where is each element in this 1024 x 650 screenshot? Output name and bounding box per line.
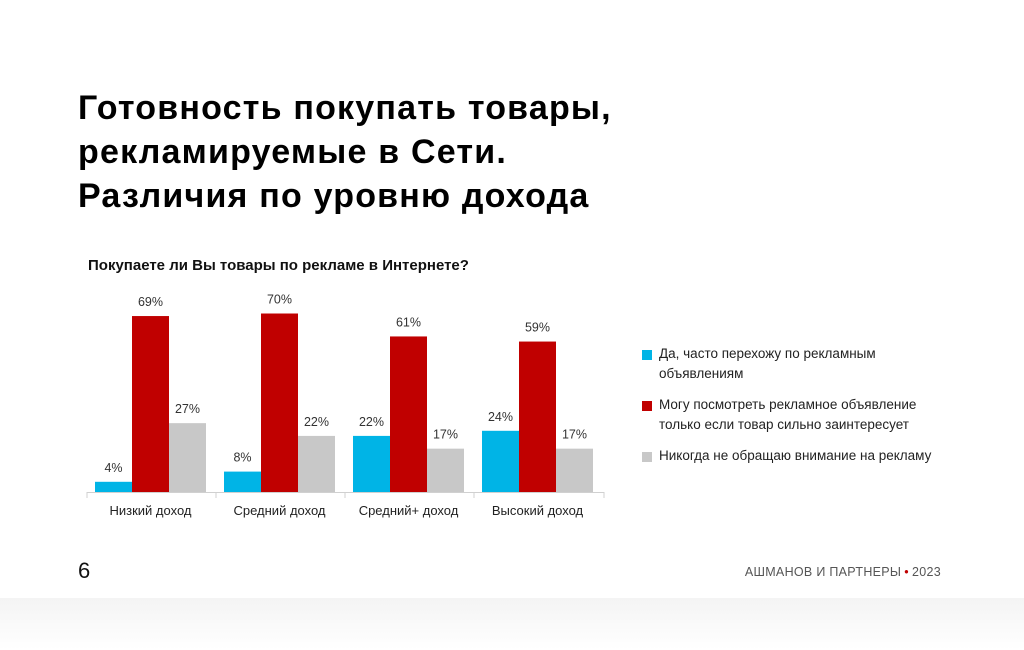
data-label-0-1: 8% [233, 451, 251, 465]
slide-title-line-3: Различия по уровню дохода [78, 177, 590, 215]
brand-year: 2023 [911, 565, 941, 579]
brand-separator: • [904, 565, 909, 579]
slide-title: Готовность покупать товары, рекламируемы… [78, 86, 612, 218]
bar-2-1 [298, 435, 335, 492]
page-number: 6 [78, 558, 91, 583]
data-label-0-2: 22% [359, 415, 384, 429]
brand-name: АШМАНОВ И ПАРТНЕРЫ [744, 565, 902, 579]
legend-item-often: Да, часто перехожу по рекламным объявлен… [642, 344, 952, 384]
bar-0-0 [95, 481, 132, 492]
slide-title-line-1: Готовность покупать товары, [78, 89, 612, 127]
legend-label-never: Никогда не обращаю внимание на рекламу [659, 448, 932, 463]
bar-1-3 [519, 341, 556, 492]
chart-title: Покупаете ли Вы товары по рекламе в Инте… [88, 257, 469, 274]
data-label-1-2: 61% [396, 315, 421, 329]
legend-label-maybe: Могу посмотреть рекламное объявление тол… [659, 397, 917, 432]
bar-1-0 [132, 316, 169, 492]
bar-1-1 [261, 313, 298, 492]
data-label-0-3: 24% [488, 410, 513, 424]
legend-item-maybe: Могу посмотреть рекламное объявление тол… [642, 395, 952, 435]
category-label-2: Средний+ доход [359, 503, 459, 518]
data-label-0-0: 4% [104, 461, 122, 475]
bar-0-2 [353, 435, 390, 492]
chart-legend: Да, часто перехожу по рекламным объявлен… [642, 344, 952, 477]
bar-chart: 4% 69% 27% Низкий доход 8% 70% 22% Средний дохо… [86, 293, 605, 518]
data-label-1-1: 70% [267, 293, 292, 307]
legend-item-never: Никогда не обращаю внимание на рекламу [642, 446, 952, 466]
bar-1-2 [390, 336, 427, 492]
data-label-2-1: 22% [304, 415, 329, 429]
data-label-2-2: 17% [433, 428, 458, 442]
legend-label-often: Да, часто перехожу по рекламным объявлен… [659, 346, 876, 381]
data-label-1-3: 59% [525, 321, 550, 335]
category-label-1: Средний доход [233, 503, 325, 518]
bar-2-2 [427, 448, 464, 492]
bar-2-3 [556, 448, 593, 492]
legend-swatch-never [642, 452, 652, 462]
bar-0-1 [224, 471, 261, 492]
data-label-2-3: 17% [562, 428, 587, 442]
legend-swatch-maybe [642, 401, 652, 411]
footer-brand: АШМАНОВ И ПАРТНЕРЫ • 2023 [745, 565, 941, 579]
data-label-1-0: 69% [138, 295, 163, 309]
bar-2-0 [169, 423, 206, 492]
data-label-2-0: 27% [175, 402, 200, 416]
legend-swatch-often [642, 350, 652, 360]
category-label-3: Высокий доход [492, 503, 584, 518]
bottom-band [0, 598, 1024, 650]
category-label-0: Низкий доход [110, 503, 192, 518]
bar-0-3 [482, 430, 519, 492]
slide-title-line-2: рекламируемые в Сети. [78, 133, 508, 171]
